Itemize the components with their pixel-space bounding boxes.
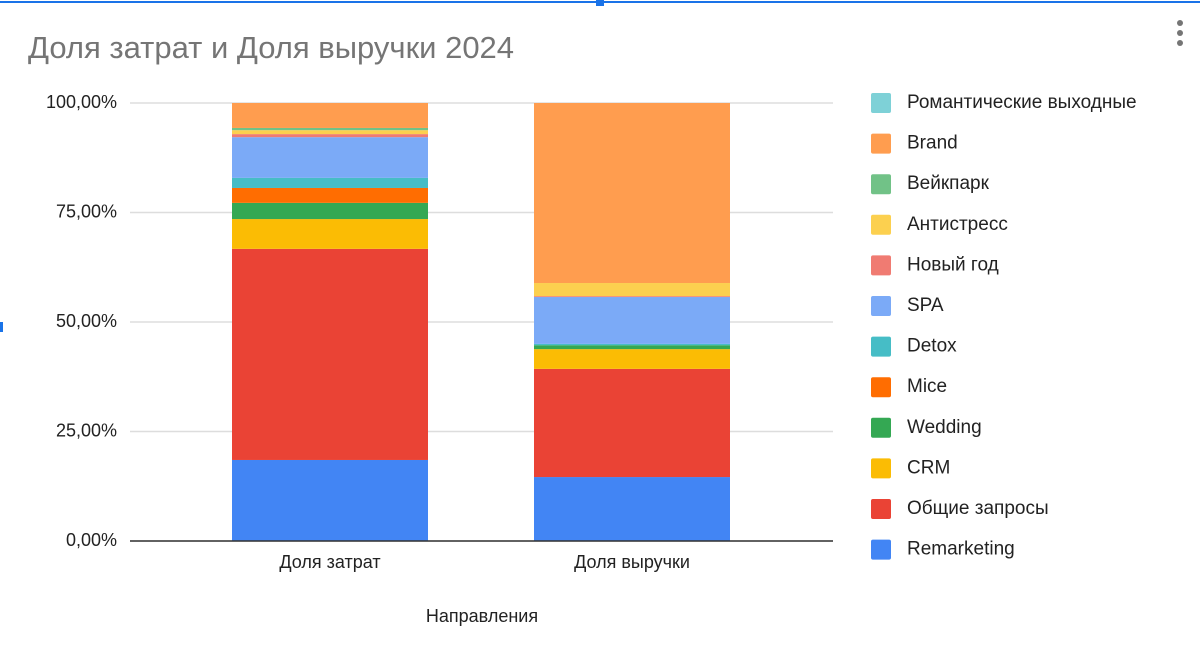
x-tick-label: Доля затрат — [279, 552, 380, 572]
y-tick-label: 0,00% — [66, 530, 117, 550]
bar-segment — [232, 187, 428, 203]
bar-segment — [534, 343, 730, 346]
bar-segment — [534, 283, 730, 297]
bar-segment — [232, 103, 428, 128]
legend-label: Brand — [907, 133, 958, 154]
bar-segment — [534, 477, 730, 541]
bar-segment — [534, 345, 730, 350]
legend-swatch — [871, 214, 891, 235]
legend-swatch — [871, 296, 891, 316]
legend-swatch — [871, 458, 891, 479]
menu-dot — [1177, 20, 1183, 26]
legend-label: Общие запросы — [907, 498, 1049, 519]
menu-dot — [1177, 30, 1183, 36]
bar-segment — [232, 177, 428, 188]
bar-segment — [534, 368, 730, 478]
legend-label: Новый год — [907, 254, 999, 275]
legend-swatch — [871, 93, 891, 113]
legend-swatch — [871, 417, 891, 438]
x-tick-label: Доля выручки — [574, 552, 690, 572]
chart-title: Доля затрат и Доля выручки 2024 — [28, 30, 514, 65]
legend-label: Вейкпарк — [907, 173, 990, 194]
bar-segment — [232, 134, 428, 138]
legend-swatch — [871, 133, 891, 154]
legend-label: Wedding — [907, 417, 982, 438]
legend-label: Антистресс — [907, 214, 1008, 235]
legend-swatch — [871, 174, 891, 195]
bar-segment — [232, 219, 428, 249]
bar-segment — [232, 127, 428, 131]
menu-dot — [1177, 40, 1183, 46]
y-tick-label: 100,00% — [46, 92, 117, 112]
legend-label: Mice — [907, 376, 947, 397]
bar-segment — [534, 297, 730, 344]
legend-swatch — [871, 377, 891, 398]
bar-segment — [232, 137, 428, 178]
menu-icon[interactable] — [1177, 20, 1183, 46]
legend-label: CRM — [907, 457, 950, 478]
bar-segment — [534, 103, 730, 284]
legend-swatch — [871, 336, 891, 357]
legend-swatch — [871, 255, 891, 276]
x-axis-title: Направления — [426, 606, 538, 626]
resize-handle — [0, 322, 3, 332]
legend-label: Remarketing — [907, 539, 1015, 560]
legend-label: SPA — [907, 295, 944, 316]
legend-label: Романтические выходные — [907, 92, 1137, 113]
legend-label: Detox — [907, 336, 957, 357]
y-tick-label: 25,00% — [56, 420, 117, 440]
y-tick-label: 75,00% — [56, 201, 117, 221]
bar-segment — [534, 296, 730, 298]
bar-segment — [232, 248, 428, 460]
y-tick-label: 50,00% — [56, 311, 117, 331]
legend-swatch — [871, 539, 891, 560]
bar-segment — [232, 459, 428, 541]
bar-segment — [232, 202, 428, 220]
bar-segment — [232, 130, 428, 135]
bar-segment — [534, 349, 730, 369]
legend-swatch — [871, 499, 891, 519]
resize-handle — [596, 0, 604, 6]
